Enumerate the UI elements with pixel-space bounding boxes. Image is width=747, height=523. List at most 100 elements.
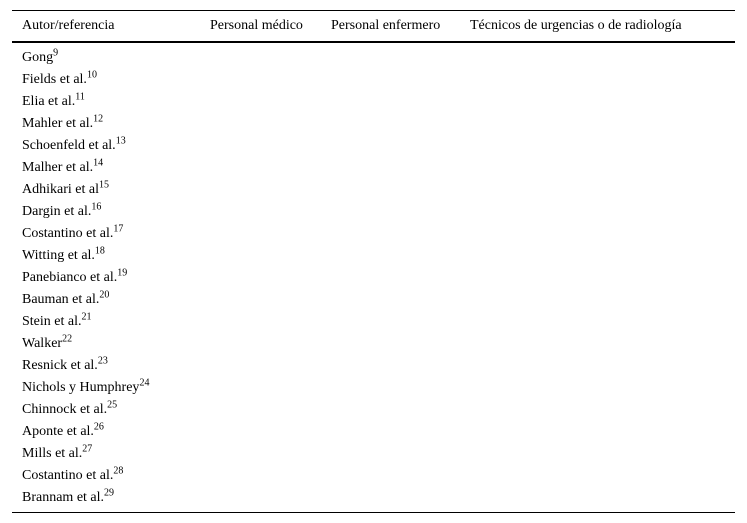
empty-cell — [470, 289, 735, 311]
table-row: Mahler et al.12 — [12, 113, 735, 135]
reference-superscript: 27 — [82, 443, 93, 455]
empty-cell — [331, 465, 470, 487]
reference-superscript: 19 — [117, 267, 128, 279]
table-row: Stein et al.21 — [12, 311, 735, 333]
empty-cell — [210, 311, 331, 333]
reference-superscript: 11 — [75, 91, 85, 103]
author-cell: Costantino et al.17 — [12, 223, 210, 245]
table-row: Costantino et al.28 — [12, 465, 735, 487]
references-table: Autor/referencia Personal médico Persona… — [12, 10, 735, 513]
author-cell: Dargin et al.16 — [12, 201, 210, 223]
author-cell: Fields et al.10 — [12, 69, 210, 91]
reference-superscript: 13 — [115, 135, 126, 147]
author-name: Stein et al. — [22, 314, 82, 329]
empty-cell — [331, 113, 470, 135]
table-row: Gong9 — [12, 42, 735, 69]
author-name: Witting et al. — [22, 248, 95, 263]
column-header-personal-enfermero: Personal enfermero — [331, 10, 470, 43]
author-cell: Nichols y Humphrey24 — [12, 377, 210, 399]
empty-cell — [470, 443, 735, 465]
empty-cell — [210, 333, 331, 355]
empty-cell — [331, 135, 470, 157]
reference-superscript: 10 — [86, 69, 97, 81]
table-header-row: Autor/referencia Personal médico Persona… — [12, 10, 735, 43]
empty-cell — [470, 267, 735, 289]
table-row: Walker22 — [12, 333, 735, 355]
empty-cell — [470, 465, 735, 487]
reference-superscript: 21 — [81, 311, 92, 323]
empty-cell — [331, 289, 470, 311]
empty-cell — [470, 487, 735, 513]
author-cell: Mills et al.27 — [12, 443, 210, 465]
author-name: Resnick et al. — [22, 358, 98, 373]
author-cell: Aponte et al.26 — [12, 421, 210, 443]
empty-cell — [331, 42, 470, 69]
empty-cell — [470, 113, 735, 135]
empty-cell — [331, 333, 470, 355]
empty-cell — [210, 377, 331, 399]
empty-cell — [470, 223, 735, 245]
table-row: Mills et al.27 — [12, 443, 735, 465]
reference-superscript: 22 — [62, 333, 73, 345]
empty-cell — [331, 377, 470, 399]
reference-superscript: 17 — [113, 223, 124, 235]
author-name: Malher et al. — [22, 160, 94, 175]
author-name: Panebianco et al. — [22, 270, 118, 285]
empty-cell — [470, 377, 735, 399]
author-cell: Resnick et al.23 — [12, 355, 210, 377]
empty-cell — [210, 245, 331, 267]
reference-superscript: 23 — [97, 355, 108, 367]
empty-cell — [470, 201, 735, 223]
empty-cell — [210, 465, 331, 487]
empty-cell — [210, 487, 331, 513]
table-row: Costantino et al.17 — [12, 223, 735, 245]
author-cell: Stein et al.21 — [12, 311, 210, 333]
author-cell: Mahler et al.12 — [12, 113, 210, 135]
reference-superscript: 26 — [93, 421, 104, 433]
reference-superscript: 25 — [107, 399, 118, 411]
table-row: Brannam et al.29 — [12, 487, 735, 513]
reference-superscript: 12 — [93, 113, 104, 125]
table-row: Aponte et al.26 — [12, 421, 735, 443]
table-row: Witting et al.18 — [12, 245, 735, 267]
author-name: Fields et al. — [22, 72, 87, 87]
author-cell: Witting et al.18 — [12, 245, 210, 267]
empty-cell — [331, 421, 470, 443]
reference-superscript: 16 — [91, 201, 102, 213]
reference-superscript: 15 — [98, 179, 109, 191]
empty-cell — [210, 355, 331, 377]
table-row: Elia et al.11 — [12, 91, 735, 113]
author-cell: Costantino et al.28 — [12, 465, 210, 487]
empty-cell — [331, 223, 470, 245]
empty-cell — [210, 223, 331, 245]
author-name: Nichols y Humphrey — [22, 380, 140, 395]
author-name: Mills et al. — [22, 446, 83, 461]
author-name: Costantino et al. — [22, 226, 114, 241]
author-name: Schoenfeld et al. — [22, 138, 116, 153]
empty-cell — [470, 245, 735, 267]
reference-superscript: 24 — [139, 377, 150, 389]
empty-cell — [470, 421, 735, 443]
reference-superscript: 18 — [94, 245, 105, 257]
empty-cell — [210, 135, 331, 157]
table-row: Nichols y Humphrey24 — [12, 377, 735, 399]
reference-superscript: 14 — [93, 157, 104, 169]
author-name: Elia et al. — [22, 94, 76, 109]
empty-cell — [331, 399, 470, 421]
table-row: Adhikari et al15 — [12, 179, 735, 201]
table-body: Gong9 Fields et al.10 Elia et al.11 Mahler … — [12, 42, 735, 513]
empty-cell — [470, 42, 735, 69]
empty-cell — [331, 311, 470, 333]
empty-cell — [331, 179, 470, 201]
table-row: Panebianco et al.19 — [12, 267, 735, 289]
empty-cell — [210, 201, 331, 223]
author-cell: Panebianco et al.19 — [12, 267, 210, 289]
empty-cell — [470, 355, 735, 377]
table-row: Chinnock et al.25 — [12, 399, 735, 421]
empty-cell — [331, 91, 470, 113]
author-cell: Malher et al.14 — [12, 157, 210, 179]
author-name: Adhikari et al — [22, 182, 99, 197]
empty-cell — [331, 267, 470, 289]
empty-cell — [331, 443, 470, 465]
